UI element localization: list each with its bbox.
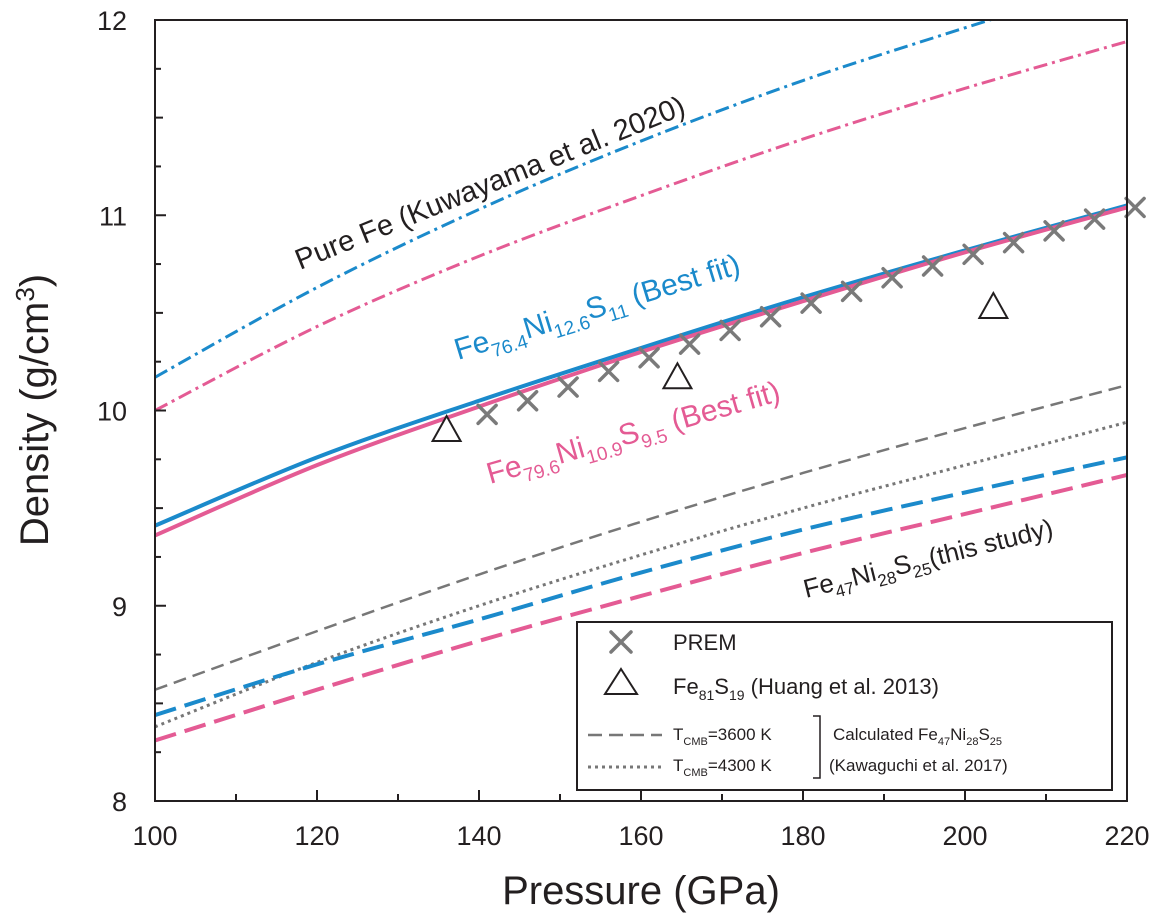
- marker-layer: [430, 196, 1146, 443]
- pink-fit-fe-sub: 79.6: [521, 456, 562, 486]
- this-study-s-sub: 25: [911, 559, 934, 582]
- huang-marker: [661, 361, 694, 390]
- blue-fit-fe-sub: 76.4: [489, 331, 531, 362]
- y-axis-title-main: Density (g/cm: [13, 302, 57, 547]
- y-axis-title: Density (g/cm3): [10, 274, 57, 546]
- y-tick-label: 9: [112, 592, 127, 622]
- x-axis-title: Pressure (GPa): [502, 869, 780, 913]
- prem-marker: [1083, 208, 1106, 230]
- series-line-this-study-blue: [155, 455, 1127, 717]
- legend-huang-s: S: [714, 674, 729, 699]
- prem-marker: [921, 255, 944, 277]
- this-study-ni-sub: 28: [876, 568, 899, 591]
- series-line-kawaguchi-3600: [155, 383, 1127, 691]
- x-tick-label: 140: [456, 821, 501, 851]
- prem-marker: [1124, 196, 1146, 219]
- legend-kawaguchi-label: (Kawaguchi et al. 2017): [829, 756, 1008, 775]
- legend-t1-tail: =3600 K: [708, 725, 772, 744]
- legend-huang-fe: Fe: [673, 674, 699, 699]
- prem-marker: [476, 403, 498, 426]
- prem-marker: [962, 243, 984, 266]
- legend-box: [576, 621, 1113, 791]
- blue-fit-ni-sub: 12.6: [552, 312, 594, 343]
- prem-marker: [800, 292, 822, 314]
- this-study-fe: Fe: [800, 567, 837, 603]
- y-axis-title-end: ): [13, 274, 57, 287]
- this-study-label: Fe47Ni28S25(this study): [800, 513, 1057, 609]
- legend-prem-marker: [609, 630, 633, 654]
- this-study-tail: (this study): [925, 513, 1056, 573]
- legend-t2-t: T: [673, 756, 683, 775]
- legend-calc-label: Calculated Fe47Ni28S25: [833, 725, 1002, 748]
- legend-calc-s: S: [978, 725, 989, 744]
- legend: PREM Fe81S19 (Huang et al. 2013) TCMB=36…: [576, 621, 1113, 791]
- y-tick-label: 10: [97, 397, 127, 427]
- legend-t2-label: TCMB=4300 K: [673, 756, 772, 779]
- prem-marker: [557, 376, 579, 398]
- prem-marker: [1043, 220, 1065, 242]
- blue-fit-tail: (Best fit): [620, 248, 744, 315]
- series-line-pure-fe-pink: [155, 40, 1127, 412]
- y-tick-label: 11: [99, 201, 127, 231]
- prem-marker: [516, 389, 539, 412]
- blue-fit-label: Fe76.4Ni12.6S11 (Best fit): [450, 248, 746, 372]
- y-tick-label: 8: [112, 787, 127, 817]
- huang-marker: [977, 290, 1010, 320]
- legend-calc-ni: Ni: [950, 725, 966, 744]
- pink-fit-fe: Fe: [483, 449, 526, 490]
- x-tick-label: 100: [132, 821, 177, 851]
- prem-marker: [678, 333, 701, 355]
- prem-marker: [597, 360, 620, 383]
- prem-marker: [881, 266, 903, 289]
- pure-fe-label: Pure Fe (Kuwayama et al. 2020): [291, 90, 690, 276]
- series-line-pure-fe-blue: [155, 20, 995, 379]
- legend-t1-label: TCMB=3600 K: [673, 725, 772, 748]
- legend-prem-label: PREM: [673, 630, 737, 655]
- x-tick-label: 200: [942, 821, 987, 851]
- legend-t2-tail: =4300 K: [708, 756, 772, 775]
- legend-t1-t: T: [673, 725, 683, 744]
- y-axis-title-sup: 3: [10, 287, 40, 301]
- this-study-fe-sub: 47: [834, 578, 857, 601]
- legend-calc-fe-sub: 47: [938, 736, 950, 748]
- pink-fit-label: Fe79.6Ni10.9S9.5 (Best fit): [483, 375, 786, 496]
- series-layer: [155, 20, 1127, 743]
- axis-layer: 100 120 140 160 180 200 220 8 9 10 11 12: [97, 6, 1150, 851]
- blue-fit-fe: Fe: [450, 325, 493, 367]
- legend-calc-s-sub: 25: [990, 736, 1002, 748]
- legend-huang-fe-sub: 81: [699, 687, 715, 703]
- y-tick-label: 12: [97, 6, 127, 36]
- prem-marker: [719, 319, 741, 342]
- pink-fit-ni-sub: 10.9: [584, 438, 625, 468]
- series-line-this-study-pink: [155, 472, 1127, 743]
- legend-huang-s-sub: 19: [729, 687, 745, 703]
- x-tick-label: 220: [1104, 821, 1149, 851]
- legend-calc-ni-sub: 28: [966, 736, 978, 748]
- legend-huang-marker: [603, 667, 639, 695]
- x-tick-label: 120: [294, 821, 339, 851]
- prem-marker: [759, 306, 782, 328]
- legend-t2-sub: CMB: [683, 767, 707, 779]
- legend-huang-label: Fe81S19 (Huang et al. 2013): [673, 674, 939, 703]
- x-tick-label: 180: [780, 821, 825, 851]
- legend-bracket: [813, 715, 821, 779]
- prem-marker: [638, 347, 660, 369]
- prem-marker: [840, 280, 863, 303]
- x-tick-label: 160: [618, 821, 663, 851]
- huang-marker: [430, 413, 463, 443]
- prem-marker: [1002, 231, 1025, 254]
- legend-huang-tail: (Huang et al. 2013): [745, 674, 939, 699]
- legend-calc-fe: Calculated Fe: [833, 725, 938, 744]
- legend-t1-sub: CMB: [683, 736, 707, 748]
